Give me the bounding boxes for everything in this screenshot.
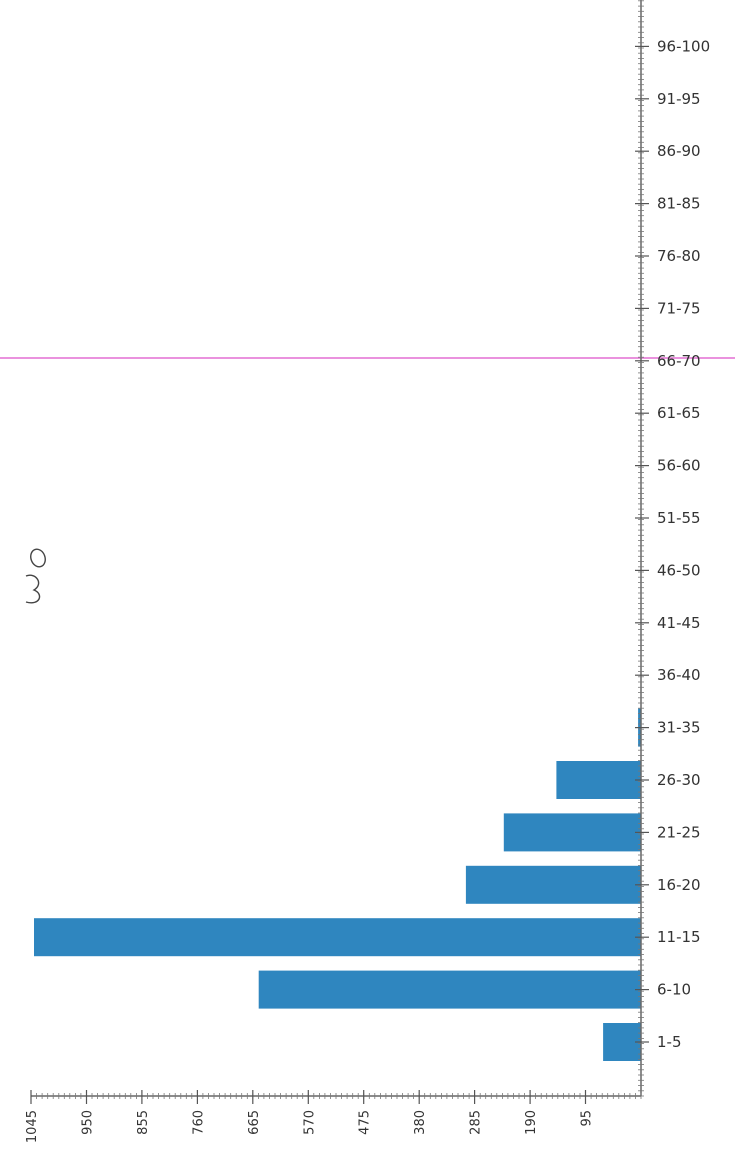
bar-11-15 [34,918,641,957]
handwritten-annotation [25,548,46,604]
category-tick-label: 56-60 [657,457,701,475]
value-tick-label: 570 [302,1110,317,1135]
category-tick-label: 21-25 [657,823,701,841]
value-tick-label: 95 [580,1110,595,1127]
category-tick-label: 96-100 [657,37,710,55]
category-tick-label: 86-90 [657,142,701,160]
bar-26-30 [556,761,641,799]
bar-21-25 [503,813,641,852]
bar-6-10 [258,970,641,1009]
category-tick-label: 66-70 [657,352,701,370]
category-tick-label: 41-45 [657,614,701,632]
category-tick-label: 51-55 [657,509,701,527]
category-tick-label: 26-30 [657,771,701,789]
bar-1-5 [603,1023,641,1061]
value-tick-label: 285 [469,1110,484,1135]
value-tick-label: 855 [136,1110,151,1135]
value-tick-label: 760 [191,1110,206,1135]
category-tick-label: 36-40 [657,666,701,684]
category-tick-label: 46-50 [657,561,701,579]
bar-16-20 [465,865,641,904]
value-tick-label: 475 [358,1110,373,1135]
category-tick-label: 31-35 [657,719,701,737]
value-tick-label: 380 [413,1110,428,1135]
category-tick-label: 71-75 [657,299,701,317]
value-tick-label: 665 [247,1110,262,1135]
category-tick-label: 81-85 [657,195,701,213]
category-tick-label: 11-15 [657,928,701,946]
category-tick-label: 16-20 [657,876,701,894]
value-tick-label: 190 [524,1110,539,1135]
category-tick-label: 76-80 [657,247,701,265]
category-tick-label: 61-65 [657,404,701,422]
category-tick-label: 6-10 [657,981,691,999]
value-tick-label: 1045 [25,1110,40,1143]
value-tick-label: 950 [81,1110,96,1135]
category-tick-label: 1-5 [657,1033,682,1051]
category-tick-label: 91-95 [657,90,701,108]
